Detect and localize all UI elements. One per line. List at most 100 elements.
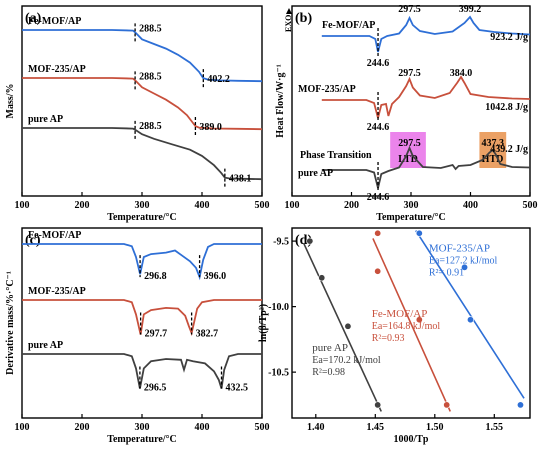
ltd-label: LTD bbox=[398, 154, 418, 165]
peak-label-c: 297.7 bbox=[145, 329, 168, 340]
fit-annotation-d: R²= 0.91 bbox=[429, 268, 464, 279]
series-label-b: pure AP bbox=[298, 168, 333, 179]
data-point-d bbox=[374, 267, 382, 275]
series-label-a: pure AP bbox=[28, 114, 63, 125]
energy-label-b: 1042.8 J/g bbox=[485, 102, 528, 113]
y-axis-label-c: Derivative mass/%·°C⁻¹ bbox=[5, 271, 16, 375]
x-axis-label-a: Temperature/°C bbox=[107, 212, 177, 223]
fit-line-d bbox=[303, 243, 382, 412]
peak-label-a: 438.1 bbox=[229, 174, 252, 185]
x-tick-label-a: 400 bbox=[195, 200, 210, 211]
peak-label-b: 244.6 bbox=[367, 58, 390, 69]
series-label-b: Fe-MOF/AP bbox=[322, 20, 375, 31]
fit-annotation-d: Ea=170.2 kJ/mol bbox=[312, 355, 381, 366]
fit-annotation-d: R²=0.93 bbox=[372, 333, 405, 344]
peak-label-a: 402.2 bbox=[207, 74, 230, 85]
panel-label-a: (a) bbox=[25, 11, 42, 26]
series-line-b bbox=[321, 145, 531, 189]
phase-transition-label: Phase Transition bbox=[300, 150, 372, 161]
panel-label-d: (d) bbox=[295, 233, 312, 248]
series-line-c bbox=[22, 299, 262, 337]
series-line-a bbox=[22, 77, 263, 131]
peak-label-c: 396.0 bbox=[204, 271, 227, 282]
x-tick-label-b: 300 bbox=[404, 200, 419, 211]
y-tick-label-d: -10.0 bbox=[268, 302, 289, 313]
y-axis-label-d: ln(β/Tp²) bbox=[258, 304, 269, 342]
panel-a: 100 200 300 400 500 Temperature/°C Mass/% (a)Fe… bbox=[5, 5, 270, 223]
series-line-a bbox=[22, 29, 263, 83]
x-tick-label-d: 1.40 bbox=[307, 422, 325, 433]
panel-d: 1.40 1.45 1.50 1.55 -9.5 -10.0 -10.5 1000/Tp ln(… bbox=[258, 227, 531, 445]
fit-annotation-d: Ea=127.2 kJ/mol bbox=[429, 256, 498, 267]
series-line-c bbox=[22, 353, 262, 389]
peak-label-b: 244.6 bbox=[367, 122, 390, 133]
fit-annotation-d: MOF-235/AP bbox=[429, 243, 490, 255]
peak-label-a: 288.5 bbox=[139, 121, 162, 132]
x-tick-label-b: 500 bbox=[523, 200, 538, 211]
peak-label-c: 432.5 bbox=[226, 383, 249, 394]
x-tick-label-a: 500 bbox=[255, 200, 270, 211]
series-label-c: MOF-235/AP bbox=[28, 286, 86, 297]
x-axis-label-c: Temperature/°C bbox=[107, 434, 177, 445]
peak-label-b: 439.2 J/g bbox=[490, 144, 528, 155]
x-tick-label-a: 100 bbox=[15, 200, 30, 211]
x-tick-label-d: 1.50 bbox=[426, 422, 444, 433]
data-point-d bbox=[374, 229, 382, 237]
exo-label: EXO bbox=[284, 15, 293, 32]
x-tick-label-c: 400 bbox=[195, 422, 210, 433]
x-axis-label-b: Temperature/°C bbox=[376, 212, 446, 223]
x-tick-label-d: 1.55 bbox=[486, 422, 504, 433]
series-label-c: Fe-MOF/AP bbox=[28, 230, 81, 241]
panel-b: 100 200 300 400 500 Temperature/°C Heat Flow/W… bbox=[275, 4, 538, 223]
x-tick-label-c: 100 bbox=[15, 422, 30, 433]
energy-label-b: 923.2 J/g bbox=[490, 32, 528, 43]
panel-label-b: (b) bbox=[295, 11, 312, 26]
peak-label-c: 382.7 bbox=[196, 329, 219, 340]
peak-label-b: 297.5 bbox=[398, 138, 421, 149]
peak-label-b: 244.6 bbox=[367, 192, 390, 203]
exo-arrow-icon bbox=[286, 8, 292, 14]
x-tick-label-b: 100 bbox=[285, 200, 300, 211]
series-label-a: MOF-235/AP bbox=[28, 64, 86, 75]
data-point-d bbox=[466, 316, 474, 324]
data-point-d bbox=[415, 229, 423, 237]
peak-label-b: 297.5 bbox=[398, 68, 421, 79]
peak-label-c: 296.5 bbox=[144, 383, 167, 394]
x-tick-label-d: 1.45 bbox=[367, 422, 385, 433]
data-point-d bbox=[344, 322, 352, 330]
data-point-d bbox=[516, 401, 524, 409]
fit-annotation-d: pure AP bbox=[312, 342, 348, 354]
htd-label: HTD bbox=[482, 154, 504, 165]
peak-label-b: 399.2 bbox=[459, 4, 482, 15]
plot-frame-d bbox=[291, 227, 531, 419]
series-line-a bbox=[22, 127, 263, 181]
x-tick-label-c: 200 bbox=[75, 422, 90, 433]
data-point-d bbox=[318, 274, 326, 282]
plot-frame-a bbox=[21, 5, 263, 197]
x-tick-label-c: 300 bbox=[135, 422, 150, 433]
data-point-d bbox=[306, 237, 314, 245]
fit-annotation-d: Fe-MOF/AP bbox=[372, 308, 428, 320]
y-axis-label-a: Mass/% bbox=[5, 84, 16, 119]
y-tick-label-d: -9.5 bbox=[273, 237, 289, 248]
fit-annotation-d: R²=0.98 bbox=[312, 367, 345, 378]
fit-line-d bbox=[415, 230, 525, 399]
peak-label-a: 389.0 bbox=[199, 122, 222, 133]
series-line-b bbox=[321, 75, 531, 119]
series-label-a: Fe-MOF/AP bbox=[28, 16, 81, 27]
x-tick-label-c: 500 bbox=[255, 422, 270, 433]
series-label-b: MOF-235/AP bbox=[298, 84, 356, 95]
peak-label-a: 288.5 bbox=[139, 23, 162, 34]
peak-label-a: 288.5 bbox=[139, 71, 162, 82]
x-tick-label-b: 400 bbox=[463, 200, 478, 211]
y-tick-label-d: -10.5 bbox=[268, 368, 289, 379]
x-axis-label-d: 1000/Tp bbox=[393, 434, 428, 445]
x-tick-label-a: 300 bbox=[135, 200, 150, 211]
data-point-d bbox=[415, 316, 423, 324]
fit-annotation-d: Ea=164.8 kJ/mol bbox=[372, 321, 441, 332]
series-line-c bbox=[22, 243, 262, 281]
x-tick-label-a: 200 bbox=[75, 200, 90, 211]
data-point-d bbox=[461, 263, 469, 271]
y-axis-label-b: Heat Flow/W·g⁻¹ bbox=[275, 64, 286, 138]
